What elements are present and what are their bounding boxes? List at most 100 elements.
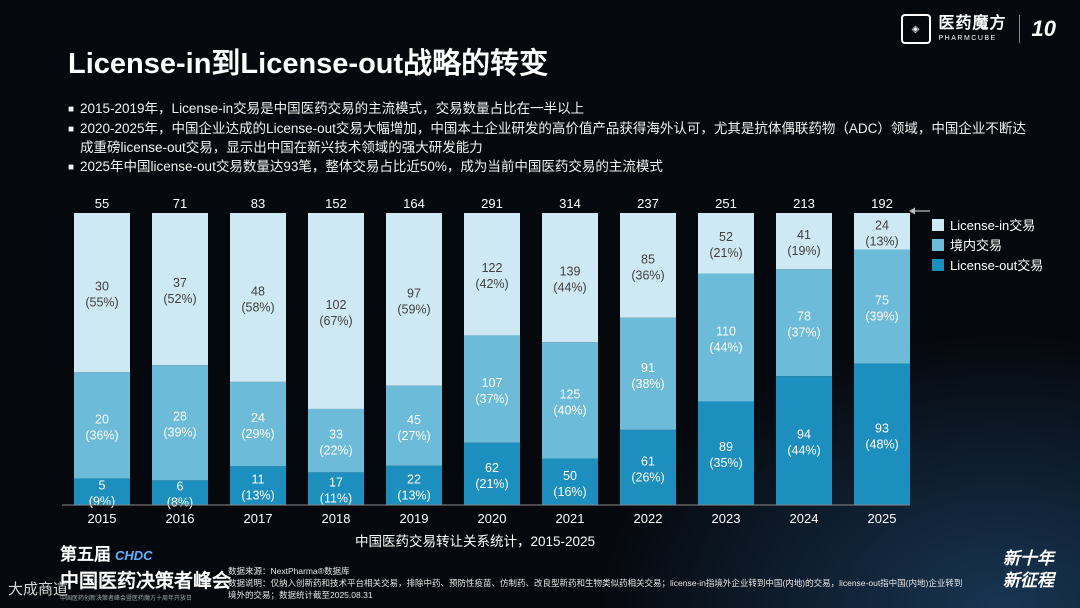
- bar-segment: [620, 213, 676, 318]
- bar-segment: [542, 458, 598, 505]
- segment-value-label: 17: [329, 476, 343, 490]
- data-source: 数据来源：NextPharma®数据库: [228, 566, 350, 576]
- data-source-note: 数据来源：NextPharma®数据库 数据说明：仅纳入创新药和技术平台相关交易…: [228, 565, 968, 601]
- bar-segment: [776, 269, 832, 377]
- bar-segment: [308, 213, 364, 409]
- x-tick-label: 2025: [868, 511, 897, 526]
- segment-percent-label: (59%): [397, 302, 430, 316]
- conference-logo: 第五届 CHDC: [60, 546, 153, 564]
- bullet-text: 2020-2025年，中国企业达成的License-out交易大幅增加，中国本土…: [80, 121, 1026, 155]
- conference-name: 中国医药决策者峰会: [60, 571, 232, 592]
- conference-badge: CHDC: [115, 548, 153, 563]
- bar-segment: [854, 363, 910, 505]
- conference-subtitle: 中国医药创新决策者峰会暨医药魔方十周年开放日: [60, 596, 193, 602]
- segment-value-label: 107: [482, 376, 503, 390]
- legend-swatch: [932, 239, 944, 251]
- x-tick-label: 2022: [634, 511, 663, 526]
- bar-segment: [308, 472, 364, 505]
- pharmcube-cube-icon: ◈: [900, 14, 931, 44]
- bar-total-label: 291: [481, 196, 503, 211]
- segment-value-label: 22: [407, 472, 421, 486]
- segment-value-label: 61: [641, 454, 655, 468]
- bar-total-label: 237: [637, 196, 659, 211]
- logo-divider: [1018, 15, 1020, 43]
- segment-value-label: 110: [716, 324, 736, 338]
- segment-percent-label: (39%): [865, 310, 898, 324]
- x-tick-label: 2018: [322, 511, 351, 526]
- bar-segment: [230, 213, 286, 382]
- segment-value-label: 33: [329, 428, 343, 442]
- segment-percent-label: (44%): [787, 444, 820, 458]
- bullet-item: ■ 2020-2025年，中国企业达成的License-out交易大幅增加，中国…: [68, 119, 1028, 157]
- segment-percent-label: (37%): [787, 326, 820, 340]
- segment-value-label: 30: [95, 280, 109, 294]
- segment-value-label: 37: [173, 276, 187, 290]
- legend-label: 境内交易: [950, 238, 1002, 253]
- segment-percent-label: (38%): [631, 377, 664, 391]
- legend-label: License-out交易: [950, 258, 1043, 273]
- bar-segment: [308, 408, 364, 473]
- x-tick-label: 2023: [712, 511, 741, 526]
- segment-value-label: 97: [407, 286, 421, 300]
- bullet-item: ■ 2025年中国license-out交易数量达93笔，整体交易占比近50%，…: [68, 157, 1028, 177]
- segment-percent-label: (67%): [319, 314, 352, 328]
- slogan-line-2: 新征程: [1003, 571, 1054, 590]
- segment-percent-label: (29%): [241, 427, 274, 441]
- bar-segment: [620, 317, 676, 430]
- segment-value-label: 93: [875, 421, 889, 435]
- bar-segment: [464, 213, 520, 336]
- bar-segment: [464, 442, 520, 505]
- bar-segment: [854, 213, 910, 250]
- segment-percent-label: (13%): [397, 488, 430, 502]
- watermark-text: 大成商道: [8, 581, 69, 598]
- x-tick-label: 2019: [400, 511, 429, 526]
- bar-segment: [386, 385, 442, 466]
- segment-percent-label: (13%): [865, 234, 898, 248]
- segment-value-label: 41: [797, 228, 811, 242]
- x-tick-label: 2020: [478, 511, 507, 526]
- segment-value-label: 24: [875, 218, 889, 232]
- segment-percent-label: (27%): [397, 429, 430, 443]
- segment-percent-label: (35%): [709, 456, 742, 470]
- bar-segment: [776, 376, 832, 505]
- data-description: 数据说明：仅纳入创新药和技术平台相关交易，排除中药、预防性疫苗、仿制药、改良型新…: [228, 578, 963, 600]
- bar-total-label: 192: [871, 196, 893, 211]
- brand-text: 医药魔方 PHARMCUBE: [938, 15, 1007, 43]
- brand-name-cn: 医药魔方: [938, 15, 1007, 32]
- segment-value-label: 75: [875, 294, 889, 308]
- legend-swatch: [932, 259, 944, 271]
- segment-percent-label: (42%): [475, 277, 508, 291]
- bullet-item: ■ 2015-2019年，License-in交易是中国医药交易的主流模式，交易…: [68, 99, 1028, 119]
- segment-percent-label: (55%): [85, 296, 118, 310]
- slogan-line-1: 新十年: [1003, 549, 1054, 568]
- segment-value-label: 50: [563, 469, 577, 483]
- bar-segment: [698, 401, 754, 505]
- bar-segment: [542, 342, 598, 459]
- segment-percent-label: (48%): [865, 437, 898, 451]
- bar-segment: [698, 273, 754, 402]
- segment-value-label: 78: [797, 310, 811, 324]
- segment-percent-label: (21%): [475, 477, 508, 491]
- bar-total-label: 55: [95, 196, 109, 211]
- segment-percent-label: (58%): [241, 300, 274, 314]
- bar-segment: [386, 465, 442, 505]
- bar-total-label: 83: [251, 196, 265, 211]
- bar-segment: [386, 213, 442, 386]
- conference-edition: 第五届: [60, 545, 111, 564]
- segment-value-label: 85: [641, 252, 655, 266]
- bar-total-label: 314: [559, 196, 581, 211]
- segment-value-label: 125: [560, 387, 581, 401]
- bar-segment: [74, 213, 130, 373]
- slogan: 新十年 新征程: [1003, 548, 1054, 592]
- bar-segment: [74, 372, 130, 479]
- bar-segment: [230, 466, 286, 505]
- segment-percent-label: (11%): [320, 492, 352, 506]
- x-tick-label: 2016: [166, 511, 195, 526]
- pointer-arrow-head: [909, 207, 915, 215]
- segment-value-label: 91: [641, 361, 655, 375]
- brand-name-en: PHARMCUBE: [938, 35, 997, 42]
- watermark: 大成商道: [8, 578, 68, 599]
- segment-value-label: 20: [95, 412, 109, 426]
- segment-value-label: 62: [485, 461, 499, 475]
- segment-percent-label: (39%): [163, 426, 196, 440]
